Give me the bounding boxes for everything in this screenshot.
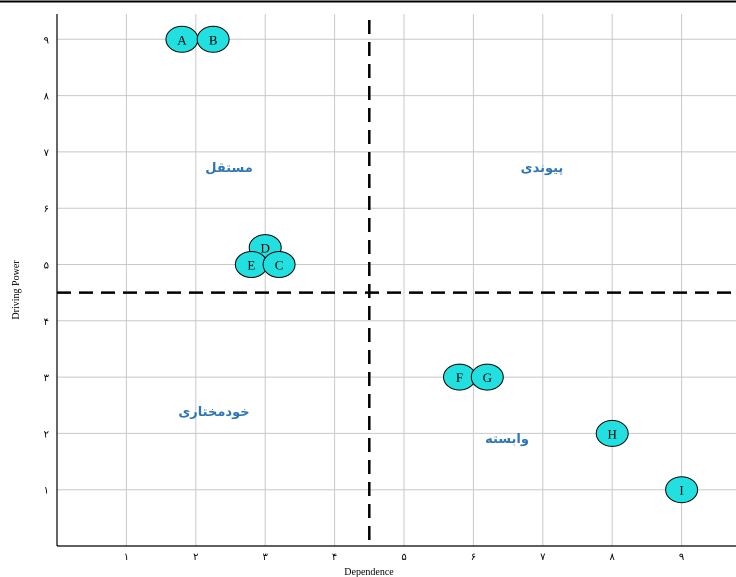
data-point-label-I: I bbox=[679, 483, 683, 498]
x-axis-title: Dependence bbox=[344, 567, 394, 577]
x-tick-label-8: ٨ bbox=[610, 552, 616, 563]
quadrant-label-bottom-right: وابسته bbox=[485, 432, 529, 447]
y-tick-label-5: ۵ bbox=[44, 261, 49, 272]
data-point-label-D: D bbox=[261, 241, 270, 256]
x-tick-label-5: ۵ bbox=[401, 552, 406, 563]
data-point-label-E: E bbox=[247, 258, 255, 273]
data-point-label-G: G bbox=[483, 370, 492, 385]
grid-lines bbox=[57, 14, 736, 546]
x-tick-label-7: ٧ bbox=[540, 552, 546, 563]
data-point-marker-C bbox=[262, 251, 296, 278]
x-tick-label-9: ٩ bbox=[679, 552, 684, 563]
data-point-B: B bbox=[196, 25, 230, 53]
data-point-marker-H bbox=[595, 419, 629, 447]
quadrant-label-bottom-left: خودمختاری bbox=[178, 405, 249, 420]
y-tick-label-7: ٧ bbox=[44, 148, 50, 159]
data-point-marker-B bbox=[196, 25, 230, 53]
data-point-H: H bbox=[595, 419, 629, 447]
data-point-label-A: A bbox=[177, 32, 187, 47]
data-point-C: C bbox=[262, 251, 296, 278]
data-point-G: G bbox=[470, 363, 504, 391]
y-tick-label-6: ۶ bbox=[44, 204, 49, 215]
y-tick-label-9: ٩ bbox=[44, 35, 49, 46]
threshold-lines bbox=[57, 20, 736, 546]
data-point-label-B: B bbox=[209, 32, 218, 47]
data-point-F: F bbox=[443, 363, 477, 391]
y-tick-label-1: ١ bbox=[44, 486, 49, 497]
x-tick-label-6: ۶ bbox=[471, 552, 476, 563]
tick-labels: ١ ٢ ٣ ۴ ۵ ۶ ٧ ٨ ٩ ١ ٢ ٣ ۴ ۵ ۶ ٧ ٨ ٩ bbox=[44, 35, 685, 563]
quadrant-label-top-right: پیوندی bbox=[521, 161, 564, 176]
quadrant-label-top-left: مستقل bbox=[205, 161, 253, 176]
y-tick-label-8: ٨ bbox=[44, 92, 50, 103]
data-point-marker-I bbox=[665, 476, 699, 504]
data-point-A: A bbox=[165, 25, 199, 53]
data-point-label-H: H bbox=[608, 426, 617, 441]
y-tick-label-4: ۴ bbox=[44, 317, 49, 328]
data-point-I: I bbox=[665, 476, 699, 504]
x-tick-label-1: ١ bbox=[124, 552, 129, 563]
data-points: A B DE C F G H I bbox=[165, 25, 699, 504]
data-point-marker-G bbox=[470, 363, 504, 391]
quadrant-labels: مستقل پیوندی خودمختاری وابسته bbox=[178, 161, 563, 447]
axes bbox=[56, 14, 736, 547]
x-tick-label-4: ۴ bbox=[332, 552, 337, 563]
data-point-label-C: C bbox=[275, 258, 284, 273]
y-tick-label-3: ٣ bbox=[44, 373, 50, 384]
y-axis-title: Driving Power bbox=[11, 260, 22, 320]
x-tick-label-3: ٣ bbox=[263, 552, 269, 563]
data-point-label-F: F bbox=[456, 370, 463, 385]
data-point-E: E bbox=[234, 251, 268, 278]
y-tick-label-2: ٢ bbox=[44, 429, 49, 440]
x-tick-label-2: ٢ bbox=[193, 552, 198, 563]
